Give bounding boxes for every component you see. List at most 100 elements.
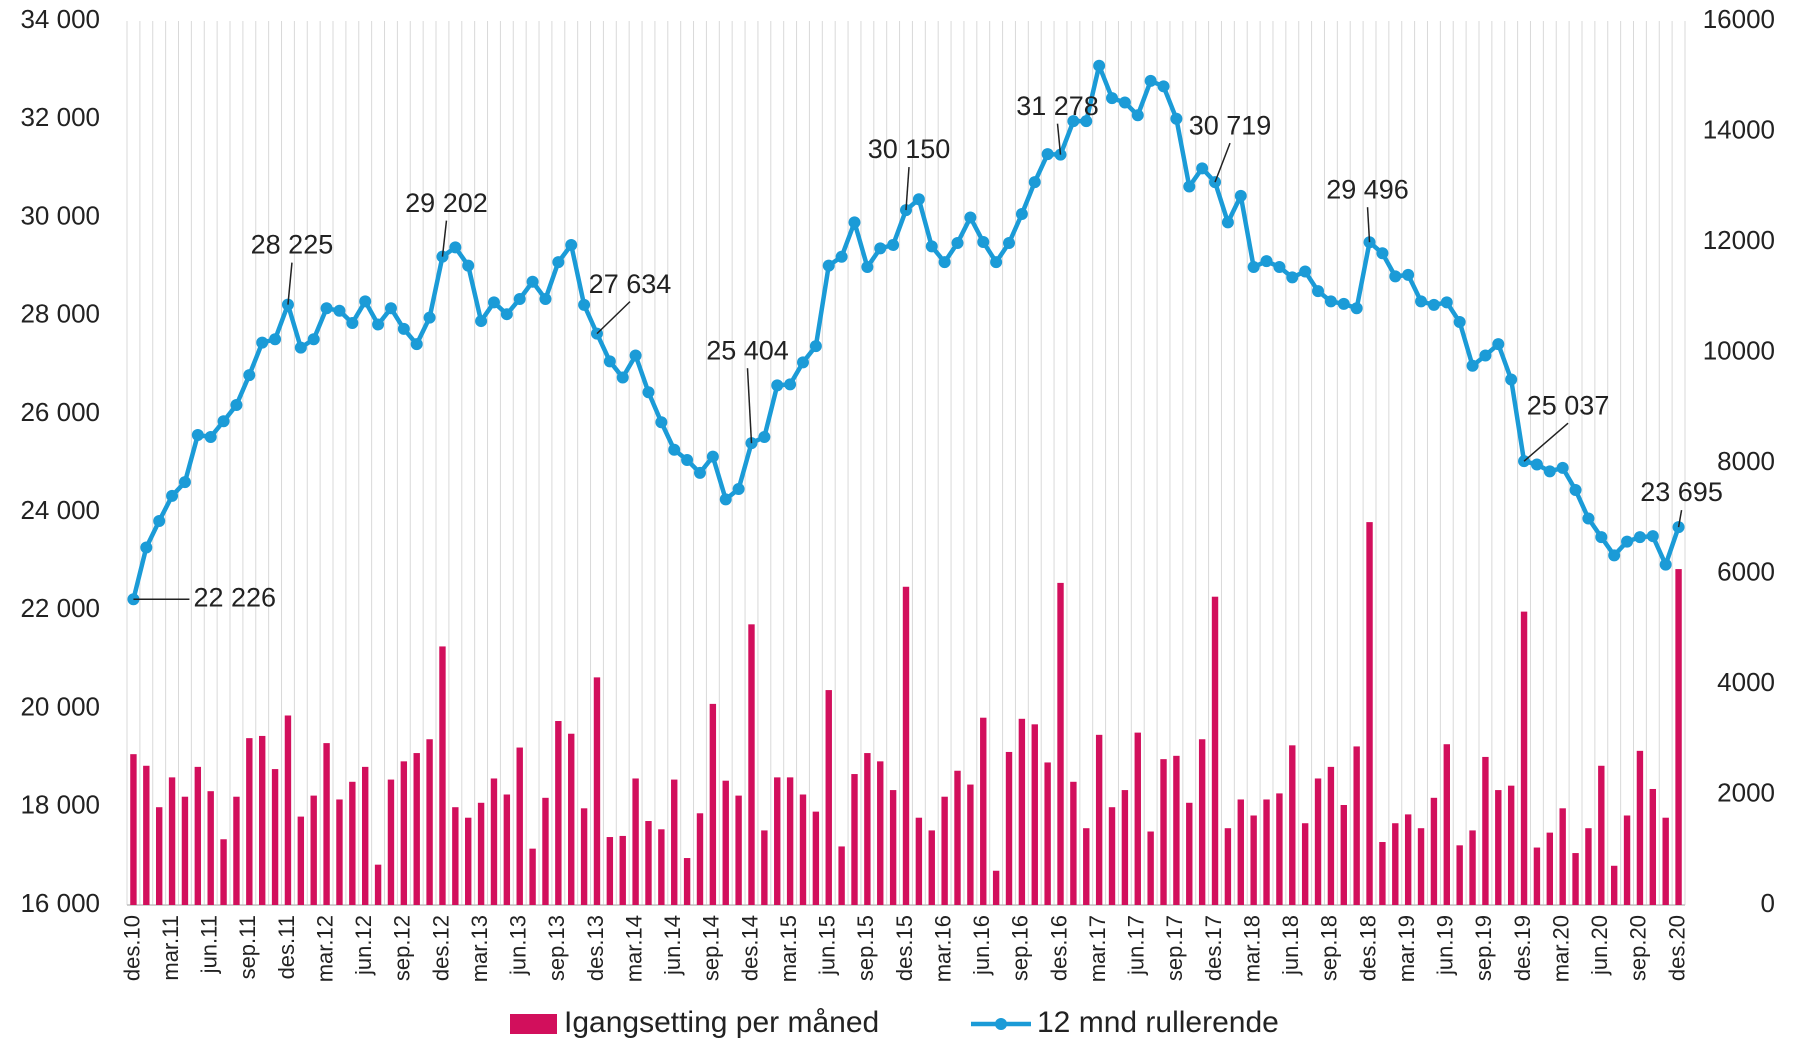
y-tick-label: 32 000: [20, 102, 100, 132]
x-tick-label: mar.16: [930, 915, 955, 982]
bar: [967, 784, 974, 905]
bar: [1018, 718, 1026, 905]
marker: [1440, 296, 1453, 309]
x-tick-label: sep.20: [1626, 915, 1651, 981]
x-tick-label: mar.17: [1085, 915, 1110, 982]
marker: [204, 430, 217, 443]
legend-swatch: [510, 1014, 557, 1034]
marker: [1389, 270, 1402, 283]
marker: [1196, 162, 1209, 175]
bar: [799, 794, 807, 905]
bar: [207, 791, 214, 905]
leader-line: [287, 262, 293, 305]
bar: [426, 739, 433, 905]
bar: [1469, 830, 1476, 905]
bar: [387, 779, 395, 905]
bar: [1134, 732, 1141, 905]
x-tick-label: jun.18: [1278, 915, 1303, 976]
bar: [722, 780, 729, 905]
marker: [1427, 298, 1440, 311]
marker: [1402, 268, 1415, 281]
bar: [1250, 815, 1257, 905]
marker: [1595, 531, 1608, 544]
y2-tick-label: 12000: [1703, 225, 1775, 255]
bar: [465, 817, 472, 905]
bar: [902, 586, 910, 905]
x-tick-label: des.12: [428, 915, 453, 981]
bar: [774, 777, 781, 905]
bar: [1198, 739, 1206, 905]
marker: [1183, 180, 1196, 193]
marker: [668, 443, 681, 456]
data-label: 29 202: [405, 188, 488, 218]
bar: [1533, 847, 1541, 905]
bar: [1366, 522, 1373, 905]
legend-marker: [995, 1018, 1007, 1030]
bar: [130, 754, 137, 905]
bar: [1507, 785, 1515, 905]
marker: [1646, 530, 1659, 543]
marker: [1093, 59, 1106, 72]
bar: [1186, 802, 1193, 905]
marker: [1608, 549, 1621, 562]
marker: [320, 302, 333, 315]
bar: [1289, 745, 1296, 905]
bar: [1559, 808, 1566, 905]
marker: [642, 386, 655, 399]
marker: [397, 322, 410, 335]
marker: [1633, 531, 1646, 544]
marker: [1041, 148, 1054, 161]
y-tick-label: 30 000: [20, 200, 100, 230]
bar: [490, 778, 498, 905]
marker: [230, 399, 243, 412]
marker: [462, 259, 475, 272]
marker: [655, 416, 668, 429]
bar: [258, 735, 266, 905]
marker: [552, 256, 565, 269]
bar: [400, 761, 408, 905]
bar: [503, 794, 511, 905]
leader-line: [905, 167, 910, 211]
bar: [529, 848, 536, 905]
x-tick-label: jun.15: [815, 915, 840, 976]
marker: [1556, 461, 1569, 474]
x-tick-label: des.11: [274, 915, 299, 979]
bar: [336, 799, 343, 905]
bar: [1147, 831, 1154, 905]
y2-tick-label: 14000: [1703, 114, 1775, 144]
bar: [1482, 756, 1489, 905]
marker: [1299, 265, 1312, 278]
bar: [555, 721, 562, 905]
bar: [1160, 759, 1167, 905]
marker: [796, 356, 809, 369]
data-label: 30 150: [868, 134, 951, 164]
marker: [758, 430, 771, 443]
marker: [1492, 338, 1505, 351]
leader-line: [1056, 123, 1062, 155]
bar: [1598, 765, 1605, 905]
x-tick-label: jun.14: [660, 915, 685, 976]
bar: [349, 781, 356, 905]
marker: [977, 236, 990, 248]
x-tick-label: des.15: [892, 915, 917, 981]
marker: [912, 193, 925, 206]
bar: [786, 777, 794, 905]
leader-line: [746, 368, 753, 444]
bar: [1649, 788, 1657, 905]
bar: [452, 807, 459, 905]
x-tick-label: jun.20: [1587, 915, 1612, 976]
y-tick-label: 22 000: [20, 593, 100, 623]
bar: [181, 796, 189, 905]
bar: [1353, 746, 1360, 905]
bar: [1417, 828, 1425, 905]
bar: [155, 807, 163, 905]
bar: [1610, 865, 1618, 905]
bar: [1572, 853, 1579, 905]
x-tick-label: sep.13: [544, 915, 569, 981]
y-tick-label: 18 000: [20, 790, 100, 820]
bar: [1070, 781, 1077, 905]
bar: [671, 779, 678, 905]
marker: [1221, 216, 1234, 229]
x-tick-label: sep.17: [1162, 915, 1187, 981]
x-tick-label: mar.13: [467, 915, 492, 982]
